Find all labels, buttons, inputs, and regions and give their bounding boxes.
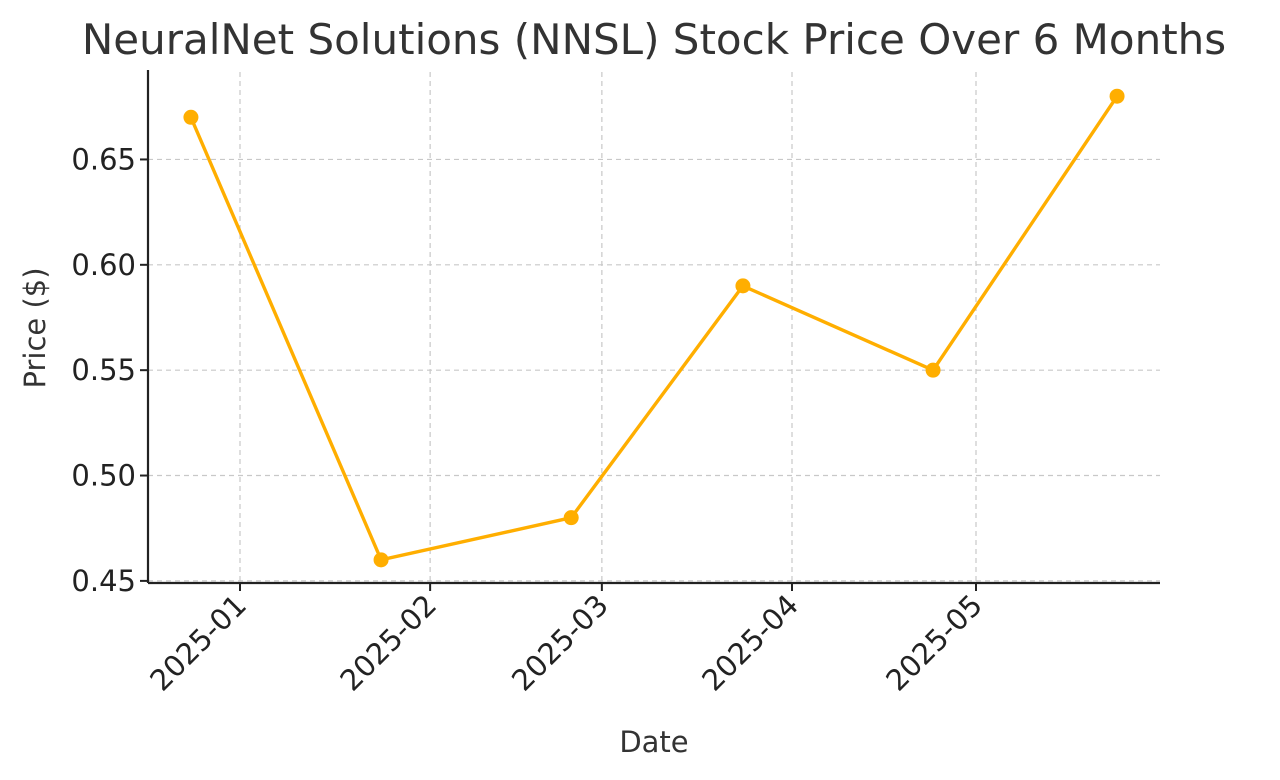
x-tick-label: 2025-03: [505, 588, 615, 698]
data-point: [183, 109, 199, 125]
series-line: [189, 95, 1119, 562]
y-tick-label: 0.50: [71, 459, 136, 493]
y-tick-label: 0.45: [71, 564, 136, 598]
data-point: [373, 552, 389, 568]
data-series: [183, 88, 1125, 568]
data-point: [563, 510, 579, 526]
x-tick-label: 2025-05: [879, 588, 989, 698]
chart-title: NeuralNet Solutions (NNSL) Stock Price O…: [82, 15, 1226, 64]
grid-lines: [148, 72, 1160, 583]
axes: [146, 70, 1160, 585]
y-tick-label: 0.55: [71, 353, 136, 387]
x-tick-label: 2025-02: [333, 588, 443, 698]
x-axis-label: Date: [619, 725, 688, 759]
x-tick-label: 2025-01: [143, 588, 253, 698]
axis-ticks: 0.45 0.50 0.55 0.60 0.65 2025-01 2025-02 2025-0…: [71, 142, 989, 697]
x-tick-label: 2025-04: [695, 588, 805, 698]
data-point: [925, 362, 941, 378]
y-tick-label: 0.65: [71, 142, 136, 176]
y-axis-label: Price ($): [18, 267, 52, 388]
data-point: [735, 278, 751, 294]
y-tick-label: 0.60: [71, 248, 136, 282]
data-point: [1109, 88, 1125, 104]
